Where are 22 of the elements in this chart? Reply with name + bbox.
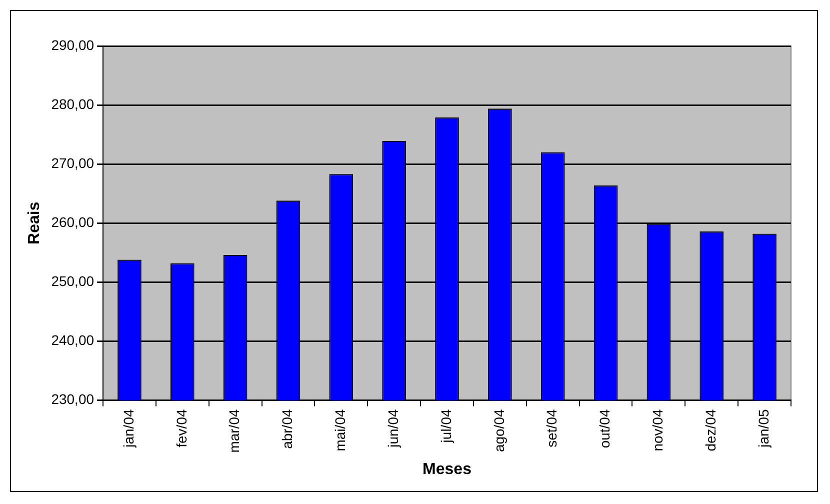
- x-tick-label: out/04: [596, 409, 613, 448]
- y-tick-label: 290,00: [51, 36, 94, 53]
- x-tick-label: set/04: [544, 409, 560, 448]
- x-tick-label: jul/04: [438, 409, 454, 444]
- x-tick-label: nov/04: [650, 409, 666, 452]
- y-tick-label: 250,00: [51, 273, 94, 290]
- y-tick-label: 280,00: [51, 96, 94, 112]
- y-tick-label: 240,00: [51, 332, 94, 348]
- x-tick-label: mai/04: [332, 409, 348, 452]
- y-tick-label: 260,00: [51, 214, 94, 230]
- x-tick-label: mar/04: [226, 409, 242, 453]
- y-tick-label: 230,00: [51, 391, 94, 408]
- y-axis-title: Reais: [26, 202, 44, 244]
- x-tick-label: fev/04: [173, 409, 190, 448]
- x-tick-label: jan/04: [120, 409, 136, 448]
- y-tick-label: 270,00: [51, 154, 94, 171]
- x-tick-label: abr/04: [279, 409, 296, 449]
- x-tick-label: jan/05: [755, 409, 772, 448]
- x-tick-label: jun/04: [384, 409, 401, 448]
- x-tick-label: dez/04: [702, 409, 718, 452]
- x-axis-title: Meses: [422, 460, 472, 478]
- x-tick-label: ago/04: [490, 409, 507, 452]
